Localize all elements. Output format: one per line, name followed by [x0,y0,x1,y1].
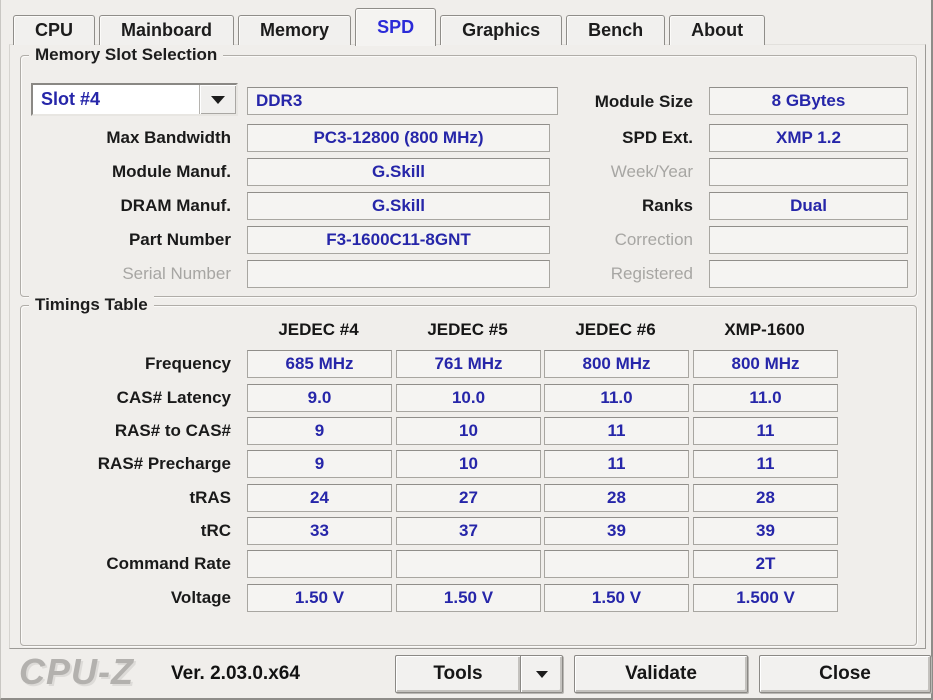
correction-field [709,226,908,254]
module-manuf-label: Module Manuf. [112,162,231,181]
serial-number-label: Serial Number [122,264,231,283]
dram-manuf-field: G.Skill [247,192,550,220]
max-bandwidth-field: PC3-12800 (800 MHz) [247,124,550,152]
cas-latency-cell-jedec6: 11.0 [544,384,689,412]
tab-bench[interactable]: Bench [566,15,666,45]
frequency-cell-jedec4: 685 MHz [247,350,392,378]
trc-cell-xmp: 39 [693,517,838,545]
cas-latency-cell-jedec4: 9.0 [247,384,392,412]
voltage-cell-jedec5: 1.50 V [396,584,541,612]
tab-graphics[interactable]: Graphics [440,15,563,45]
tras-cell-jedec4: 24 [247,484,392,512]
memory-slot-selection-title: Memory Slot Selection [29,45,224,65]
cas-latency-row-label: CAS# Latency [116,388,231,407]
tab-cpu[interactable]: CPU [13,15,96,45]
dram-manuf-label: DRAM Manuf. [120,196,231,215]
tools-button[interactable]: Tools [395,655,521,693]
tab-mainboard[interactable]: Mainboard [99,15,235,45]
column-header-jedec6: JEDEC #6 [575,320,656,339]
validate-button[interactable]: Validate [574,655,748,693]
part-number-field: F3-1600C11-8GNT [247,226,550,254]
module-size-field: 8 GBytes [709,87,908,115]
trc-row-label: tRC [200,521,231,540]
cas-latency-cell-jedec5: 10.0 [396,384,541,412]
ras-precharge-cell-xmp: 11 [693,450,838,478]
registered-label: Registered [610,264,693,283]
trc-cell-jedec6: 39 [544,517,689,545]
ras-precharge-cell-jedec6: 11 [544,450,689,478]
frequency-row-label: Frequency [145,354,231,373]
max-bandwidth-label: Max Bandwidth [106,128,231,147]
cas-latency-cell-xmp: 11.0 [693,384,838,412]
column-header-xmp1600: XMP-1600 [724,320,805,339]
trc-cell-jedec5: 37 [396,517,541,545]
chevron-down-icon [211,95,225,104]
ras-to-cas-cell-xmp: 11 [693,417,838,445]
tab-bar: CPU Mainboard Memory SPD Graphics Bench … [13,7,769,46]
memory-type-field: DDR3 [247,87,558,115]
command-rate-cell-xmp: 2T [693,550,838,578]
ras-to-cas-cell-jedec4: 9 [247,417,392,445]
frequency-cell-jedec5: 761 MHz [396,350,541,378]
memory-slot-selection-group: Memory Slot Selection Slot #4 DDR3 Max B… [20,45,917,297]
tras-cell-jedec5: 27 [396,484,541,512]
frequency-cell-xmp: 800 MHz [693,350,838,378]
registered-field [709,260,908,288]
tab-memory[interactable]: Memory [238,15,352,45]
slot-select-dropdown[interactable]: Slot #4 [31,83,238,116]
week-year-label: Week/Year [610,162,693,181]
module-size-label: Module Size [594,92,693,111]
tras-cell-jedec6: 28 [544,484,689,512]
tras-cell-xmp: 28 [693,484,838,512]
slot-select-value: Slot #4 [41,89,101,109]
module-manuf-field: G.Skill [247,158,550,186]
voltage-row-label: Voltage [170,588,231,607]
ras-precharge-cell-jedec5: 10 [396,450,541,478]
voltage-cell-jedec4: 1.50 V [247,584,392,612]
voltage-cell-jedec6: 1.50 V [544,584,689,612]
timings-table-group: Timings Table JEDEC #4 JEDEC #5 JEDEC #6… [20,295,917,646]
command-rate-cell-jedec5 [396,550,541,578]
ranks-field: Dual [709,192,908,220]
serial-number-field [247,260,550,288]
trc-cell-jedec4: 33 [247,517,392,545]
ranks-label: Ranks [641,196,693,215]
week-year-field [709,158,908,186]
slot-select-dropdown-button[interactable] [199,85,236,114]
cpuz-logo: CPU-Z [19,651,134,692]
version-label: Ver. 2.03.0.x64 [171,663,300,684]
command-rate-cell-jedec6 [544,550,689,578]
footer-bar: CPU-Z Ver. 2.03.0.x64 Tools Validate Clo… [1,649,933,700]
voltage-cell-xmp: 1.500 V [693,584,838,612]
tras-row-label: tRAS [189,488,231,507]
command-rate-row-label: Command Rate [106,554,231,573]
spd-tab-page: Memory Slot Selection Slot #4 DDR3 Max B… [9,44,926,649]
spd-ext-field: XMP 1.2 [709,124,908,152]
ras-to-cas-cell-jedec6: 11 [544,417,689,445]
tab-spd[interactable]: SPD [355,8,437,46]
ras-precharge-row-label: RAS# Precharge [97,454,231,473]
ras-to-cas-row-label: RAS# to CAS# [114,421,231,440]
correction-label: Correction [614,230,693,249]
column-header-jedec5: JEDEC #5 [427,320,508,339]
spd-ext-label: SPD Ext. [622,128,693,147]
ras-precharge-cell-jedec4: 9 [247,450,392,478]
tools-dropdown-button[interactable] [520,655,563,693]
ras-to-cas-cell-jedec5: 10 [396,417,541,445]
tab-about[interactable]: About [669,15,766,45]
close-button[interactable]: Close [759,655,931,693]
column-header-jedec4: JEDEC #4 [278,320,359,339]
timings-table-title: Timings Table [29,295,154,315]
frequency-cell-jedec6: 800 MHz [544,350,689,378]
part-number-label: Part Number [128,230,231,249]
command-rate-cell-jedec4 [247,550,392,578]
chevron-down-icon [535,670,548,678]
